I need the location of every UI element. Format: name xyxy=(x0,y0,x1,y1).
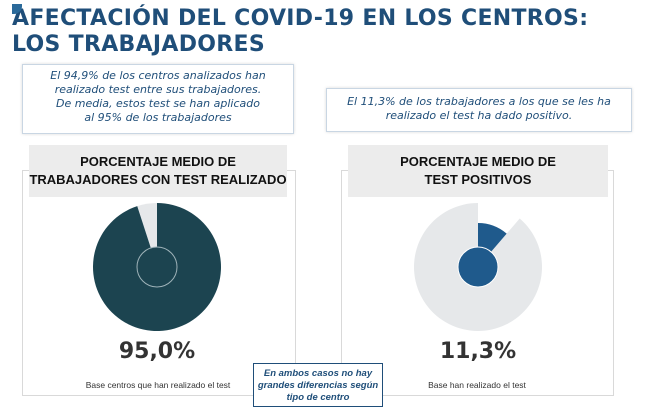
donut-chart-left xyxy=(93,203,221,331)
donut-center xyxy=(457,246,499,288)
chart-right-title-line: PORCENTAJE MEDIO DE xyxy=(400,154,556,169)
page-title-line-1: AFECTACIÓN DEL COVID-19 EN LOS CENTROS: xyxy=(12,6,589,31)
chart-left-title-line: PORCENTAJE MEDIO DE xyxy=(80,154,236,169)
chart-right-base: Base han realizado el test xyxy=(428,380,526,390)
chart-left-value: 95,0% xyxy=(118,339,196,364)
page-title-line-2: LOS TRABAJADORES xyxy=(12,32,265,57)
chart-left-title-line: TRABAJADORES CON TEST REALIZADO xyxy=(29,172,287,187)
donut-center xyxy=(136,246,178,288)
callout-right: El 11,3% de los trabajadores a los que s… xyxy=(326,88,632,132)
chart-left-base: Base centros que han realizado el test xyxy=(85,380,231,390)
note-line: grandes diferencias según xyxy=(257,380,379,391)
chart-right-value: 11,3% xyxy=(439,339,517,364)
chart-left-title: PORCENTAJE MEDIO DE TRABAJADORES CON TES… xyxy=(29,145,287,197)
donut-chart-right xyxy=(414,203,542,331)
note-line: En ambos casos no hay xyxy=(263,368,373,379)
title-accent xyxy=(12,4,22,14)
callout-right-line: realizado el test ha dado positivo. xyxy=(385,109,573,122)
callout-right-line: El 11,3% de los trabajadores a los que s… xyxy=(347,95,611,108)
note-box: En ambos casos no hay grandes diferencia… xyxy=(253,363,383,407)
callout-left-line: realizado test entre sus trabajadores. xyxy=(54,83,262,96)
callout-left-line: al 95% de los trabajadores xyxy=(84,111,232,124)
chart-right-title: PORCENTAJE MEDIO DE TEST POSITIVOS xyxy=(348,145,608,197)
callout-left-line: De media, estos test se han aplicado xyxy=(56,97,260,110)
chart-right-title-line: TEST POSITIVOS xyxy=(424,172,532,187)
callout-left: El 94,9% de los centros analizados han r… xyxy=(22,64,294,134)
page-title: AFECTACIÓN DEL COVID-19 EN LOS CENTROS: … xyxy=(12,4,589,58)
callout-left-line: El 94,9% de los centros analizados han xyxy=(50,69,266,82)
note-line: tipo de centro xyxy=(286,392,350,403)
